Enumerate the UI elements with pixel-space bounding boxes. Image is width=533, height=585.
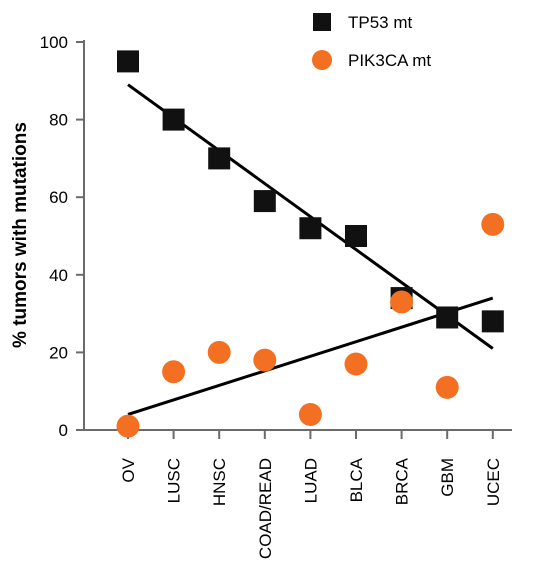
x-tick-label: BRCA [393, 457, 412, 505]
y-tick-label: 80 [49, 111, 68, 130]
x-tick-label: HNSC [210, 458, 229, 506]
legend-label: PIK3CA mt [348, 51, 431, 70]
data-point-square [299, 217, 322, 240]
data-point-circle [116, 414, 140, 438]
x-tick-label: UCEC [484, 458, 503, 506]
axes [76, 40, 512, 439]
data-point-circle [435, 375, 459, 399]
x-tick-label: OV [119, 457, 138, 482]
data-point-square [208, 147, 231, 170]
data-marks [116, 50, 505, 438]
x-tick-label: GBM [438, 458, 457, 497]
data-point-circle [207, 340, 231, 364]
y-axis-label: % tumors with mutations [10, 122, 31, 348]
x-tick-label: COAD/READ [256, 458, 275, 559]
data-point-square [345, 225, 367, 247]
data-point-circle [481, 212, 505, 236]
x-tick-label: LUSC [165, 458, 184, 503]
data-point-circle [298, 402, 322, 426]
data-point-circle [344, 352, 368, 376]
data-point-circle [162, 360, 186, 384]
data-point-square [162, 108, 185, 131]
legend: TP53 mt PIK3CA mt [312, 13, 431, 70]
y-tick-label: 20 [49, 343, 68, 362]
data-point-square [117, 50, 139, 73]
trendline [127, 296, 494, 416]
data-point-circle [253, 348, 277, 372]
tick-labels: 0 20 40 60 80 100 OV LUSC HNSC COAD/READ LUAD BLCA B… [40, 33, 503, 559]
trendlines [127, 83, 494, 416]
y-tick-label: 0 [59, 421, 68, 440]
data-point-square [481, 310, 504, 333]
x-tick-label: LUAD [301, 458, 320, 503]
x-tick-label: BLCA [347, 457, 366, 502]
y-tick-label: 60 [49, 188, 68, 207]
legend-label: TP53 mt [348, 13, 413, 32]
trendline [127, 83, 494, 350]
data-point-square [436, 306, 459, 329]
legend-circle-icon [312, 50, 332, 70]
y-tick-label: 100 [40, 33, 68, 52]
data-point-circle [390, 290, 414, 314]
y-tick-label: 40 [49, 266, 68, 285]
data-point-square [253, 190, 276, 213]
legend-square-icon [313, 13, 331, 31]
